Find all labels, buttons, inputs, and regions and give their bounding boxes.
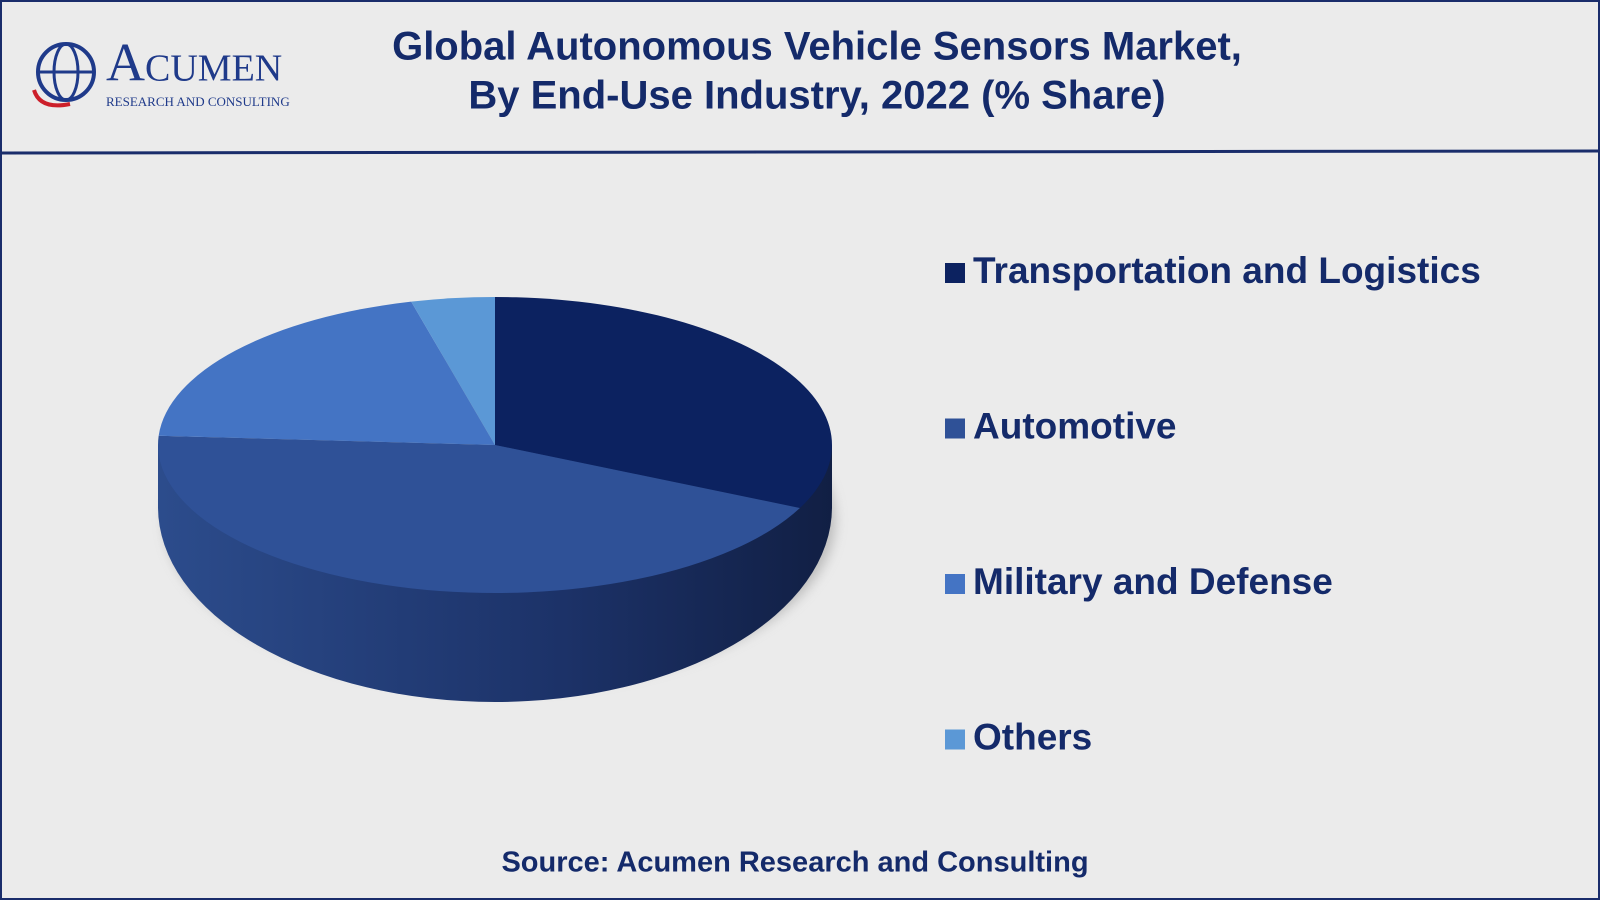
pie-slice <box>158 435 800 593</box>
legend-label: Transportation and Logistics <box>973 250 1481 291</box>
legend-swatch <box>945 574 965 594</box>
legend: Transportation and Logistics Automotive Mi… <box>945 250 1481 757</box>
logo: Acumen RESEARCH AND CONSULTING <box>32 32 290 109</box>
pie-slice <box>495 297 832 509</box>
chart-title: By End-Use Industry, 2022 (% Share) <box>468 74 1165 118</box>
source: Source: Acumen Research and Consulting <box>501 847 1088 879</box>
legend-swatch <box>945 418 965 439</box>
legend-label: Military and Defense <box>973 561 1333 602</box>
pie <box>158 297 832 593</box>
legend-swatch <box>945 263 965 283</box>
legend-swatch <box>945 729 965 750</box>
chart-title: Global Autonomous Vehicle Sensors Market… <box>392 25 1242 69</box>
logo-name: Acumen <box>106 32 282 92</box>
legend-label: Others <box>973 716 1092 757</box>
pie-slice <box>411 297 495 445</box>
logo-tagline: RESEARCH AND CONSULTING <box>106 94 290 109</box>
legend-label: Automotive <box>973 405 1177 446</box>
pie-slice <box>158 301 496 445</box>
header-rule <box>0 149 1600 155</box>
logo-swoosh <box>32 89 71 108</box>
